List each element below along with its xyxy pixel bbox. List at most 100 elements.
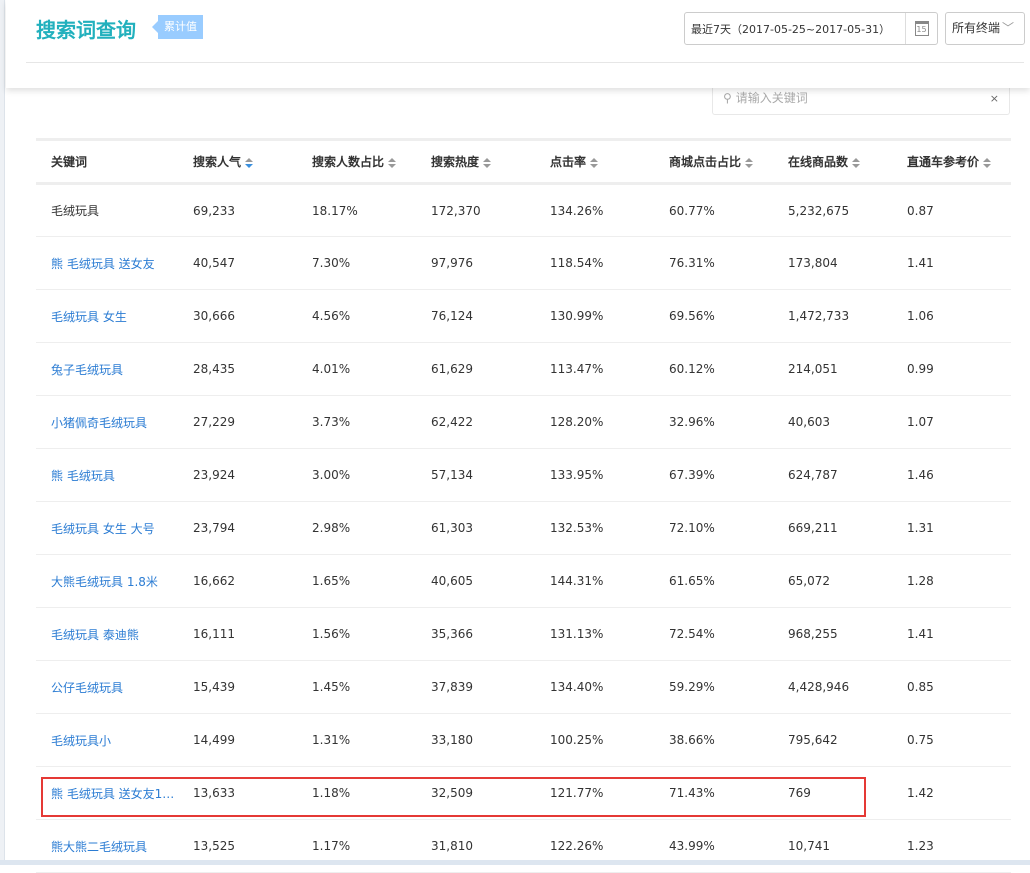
cell: 2.98% bbox=[297, 501, 416, 555]
column-header: 关键词 bbox=[36, 138, 178, 185]
keyword-link[interactable]: 毛绒玩具小 bbox=[36, 713, 178, 767]
cell: 61,629 bbox=[416, 342, 535, 396]
cell: 1.46 bbox=[892, 448, 1011, 502]
column-header[interactable]: 搜索热度 bbox=[416, 138, 535, 185]
sort-icon[interactable] bbox=[483, 157, 492, 168]
cell: 0.99 bbox=[892, 342, 1011, 396]
cell: 61,303 bbox=[416, 501, 535, 555]
column-header[interactable]: 在线商品数 bbox=[773, 138, 892, 185]
column-header[interactable]: 商城点击占比 bbox=[654, 138, 773, 185]
cell: 113.47% bbox=[535, 342, 654, 396]
sort-icon[interactable] bbox=[745, 157, 754, 168]
column-label: 搜索人数占比 bbox=[312, 155, 385, 169]
sort-down-icon bbox=[590, 163, 599, 168]
sort-icon[interactable] bbox=[245, 157, 254, 168]
cell: 71.43% bbox=[654, 766, 773, 820]
sort-down-icon bbox=[483, 163, 492, 168]
terminal-select[interactable]: 所有终端 ﹀ bbox=[945, 12, 1025, 45]
cell: 5,232,675 bbox=[773, 183, 892, 237]
cell: 38.66% bbox=[654, 713, 773, 767]
keyword-link[interactable]: 毛绒玩具 bbox=[36, 183, 178, 237]
cumulative-badge: 累计值 bbox=[152, 15, 203, 39]
table-row: 公仔毛绒玩具 15,439 1.45% 37,839 134.40% 59.29% 4,42… bbox=[36, 660, 1011, 714]
keyword-link[interactable]: 毛绒玩具 女生 bbox=[36, 289, 178, 343]
cell: 76,124 bbox=[416, 289, 535, 343]
cell: 0.87 bbox=[892, 183, 1011, 237]
cell: 27,229 bbox=[178, 395, 297, 449]
calendar-day: 15 bbox=[914, 21, 929, 36]
keyword-link[interactable]: 大熊毛绒玩具 1.8米 bbox=[36, 554, 178, 608]
cell: 1.41 bbox=[892, 236, 1011, 290]
cell: 144.31% bbox=[535, 554, 654, 608]
keyword-link[interactable]: 毛绒玩具 女生 大号 bbox=[36, 501, 178, 555]
cell: 1.65% bbox=[297, 554, 416, 608]
cell: 795,642 bbox=[773, 713, 892, 767]
column-header[interactable]: 直通车参考价 bbox=[892, 138, 1011, 185]
table-row: 兔子毛绒玩具 28,435 4.01% 61,629 113.47% 60.12% 214,… bbox=[36, 342, 1011, 396]
sort-down-icon bbox=[245, 163, 254, 168]
cell: 37,839 bbox=[416, 660, 535, 714]
column-label: 直通车参考价 bbox=[907, 155, 980, 169]
cell: 69.56% bbox=[654, 289, 773, 343]
cell: 23,924 bbox=[178, 448, 297, 502]
cell: 57,134 bbox=[416, 448, 535, 502]
column-label: 点击率 bbox=[550, 155, 587, 169]
table-row: 熊 毛绒玩具 送女友1.8... 13,633 1.18% 32,509 121.77%… bbox=[36, 766, 1011, 820]
search-icon: ⚲ bbox=[723, 91, 732, 105]
cell: 1.18% bbox=[297, 766, 416, 820]
sort-down-icon bbox=[745, 163, 754, 168]
column-header[interactable]: 搜索人气 bbox=[178, 138, 297, 185]
cell: 1.28 bbox=[892, 554, 1011, 608]
keyword-link[interactable]: 兔子毛绒玩具 bbox=[36, 342, 178, 396]
terminal-label: 所有终端 bbox=[952, 21, 1001, 35]
cell: 121.77% bbox=[535, 766, 654, 820]
table-row: 熊 毛绒玩具 23,924 3.00% 57,134 133.95% 67.39% 624,… bbox=[36, 448, 1011, 502]
table-row: 毛绒玩具 女生 30,666 4.56% 76,124 130.99% 69.56% 1,4… bbox=[36, 289, 1011, 343]
clear-icon[interactable]: × bbox=[989, 91, 999, 105]
cell: 33,180 bbox=[416, 713, 535, 767]
keyword-link[interactable]: 公仔毛绒玩具 bbox=[36, 660, 178, 714]
cell: 76.31% bbox=[654, 236, 773, 290]
cell: 100.25% bbox=[535, 713, 654, 767]
cell: 173,804 bbox=[773, 236, 892, 290]
cell: 7.30% bbox=[297, 236, 416, 290]
cell: 214,051 bbox=[773, 342, 892, 396]
column-header[interactable]: 点击率 bbox=[535, 138, 654, 185]
cell: 1.42 bbox=[892, 766, 1011, 820]
cell: 65,072 bbox=[773, 554, 892, 608]
cell: 16,111 bbox=[178, 607, 297, 661]
page-header: 搜索词查询 累计值 最近7天（2017-05-25~2017-05-31） 15… bbox=[6, 0, 1030, 88]
cell: 1.31% bbox=[297, 713, 416, 767]
highlight-box bbox=[41, 777, 866, 817]
keyword-link[interactable]: 熊 毛绒玩具 送女友 bbox=[36, 236, 178, 290]
keyword-link[interactable]: 熊 毛绒玩具 送女友1.8... bbox=[36, 766, 178, 820]
calendar-icon[interactable]: 15 bbox=[905, 13, 937, 44]
cell: 128.20% bbox=[535, 395, 654, 449]
cell: 14,499 bbox=[178, 713, 297, 767]
cell: 67.39% bbox=[654, 448, 773, 502]
cell: 72.54% bbox=[654, 607, 773, 661]
cell: 1.41 bbox=[892, 607, 1011, 661]
sort-icon[interactable] bbox=[590, 157, 599, 168]
column-header[interactable]: 搜索人数占比 bbox=[297, 138, 416, 185]
cell: 30,666 bbox=[178, 289, 297, 343]
page-title: 搜索词查询 bbox=[36, 18, 136, 42]
keyword-link[interactable]: 毛绒玩具 泰迪熊 bbox=[36, 607, 178, 661]
cell: 4,428,946 bbox=[773, 660, 892, 714]
cell: 32.96% bbox=[654, 395, 773, 449]
keyword-link[interactable]: 熊 毛绒玩具 bbox=[36, 448, 178, 502]
divider bbox=[26, 62, 1024, 63]
cell: 28,435 bbox=[178, 342, 297, 396]
sort-icon[interactable] bbox=[852, 157, 861, 168]
cell: 40,547 bbox=[178, 236, 297, 290]
cell: 23,794 bbox=[178, 501, 297, 555]
cell: 32,509 bbox=[416, 766, 535, 820]
table-row: 毛绒玩具 69,233 18.17% 172,370 134.26% 60.77% 5,23… bbox=[36, 183, 1011, 237]
search-input[interactable] bbox=[735, 91, 990, 105]
keyword-link[interactable]: 小猪佩奇毛绒玩具 bbox=[36, 395, 178, 449]
sort-icon[interactable] bbox=[983, 157, 992, 168]
column-label: 搜索人气 bbox=[193, 155, 242, 169]
sort-icon[interactable] bbox=[388, 157, 397, 168]
sort-down-icon bbox=[852, 163, 861, 168]
date-range-picker[interactable]: 最近7天（2017-05-25~2017-05-31） 15 bbox=[684, 12, 938, 45]
